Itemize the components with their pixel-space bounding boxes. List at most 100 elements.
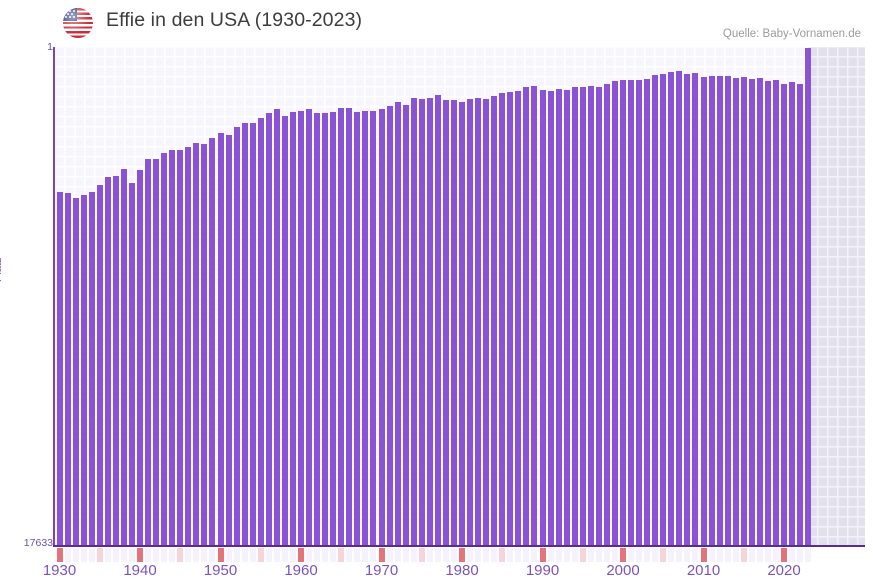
bar-1940[interactable] — [137, 170, 143, 545]
bar-1942[interactable] — [153, 159, 160, 545]
bar-1967[interactable] — [354, 111, 361, 545]
bar-2021[interactable] — [789, 82, 796, 545]
bar-1976[interactable] — [426, 98, 433, 545]
bar-1998[interactable] — [603, 83, 610, 545]
bar-1950[interactable] — [217, 132, 224, 545]
bar-2017[interactable] — [756, 78, 763, 545]
bar-1931[interactable] — [64, 193, 71, 545]
bar-2004[interactable] — [652, 75, 659, 545]
bar-1983[interactable] — [483, 98, 490, 545]
bar-1962[interactable] — [314, 112, 321, 545]
bar-1985[interactable] — [499, 92, 506, 545]
bar-1936[interactable] — [104, 176, 111, 545]
bar-1978[interactable] — [442, 100, 449, 545]
bar-1956[interactable] — [265, 112, 272, 545]
bar-1930[interactable] — [56, 191, 63, 545]
bar-1981[interactable] — [467, 98, 474, 545]
bar-2016[interactable] — [748, 78, 755, 545]
bar-1945[interactable] — [177, 149, 184, 545]
bar-1948[interactable] — [201, 143, 208, 545]
bar-1969[interactable] — [370, 110, 377, 545]
bar-1965[interactable] — [338, 108, 345, 545]
bar-1970[interactable] — [378, 109, 385, 545]
bar-1954[interactable] — [249, 123, 256, 545]
bar-1935[interactable] — [96, 184, 103, 545]
x-tick-cell-2020 — [781, 548, 787, 562]
bar-1996[interactable] — [587, 85, 594, 545]
bar-1995[interactable] — [579, 86, 586, 545]
bar-1977[interactable] — [434, 95, 441, 545]
bar-1941[interactable] — [145, 159, 152, 545]
bar-1994[interactable] — [571, 87, 578, 545]
bar-2023[interactable] — [805, 47, 812, 545]
bar-1951[interactable] — [225, 134, 232, 545]
bar-1991[interactable] — [547, 91, 554, 545]
bar-1934[interactable] — [88, 191, 95, 545]
bar-2012[interactable] — [716, 76, 723, 545]
bar-1984[interactable] — [491, 95, 498, 545]
bar-1961[interactable] — [306, 109, 313, 545]
bar-1988[interactable] — [523, 87, 530, 545]
bar-2007[interactable] — [676, 71, 683, 545]
bar-1946[interactable] — [185, 146, 192, 545]
bar-1939[interactable] — [128, 183, 135, 545]
bar-1955[interactable] — [257, 118, 264, 545]
bar-1952[interactable] — [233, 127, 240, 545]
bar-2009[interactable] — [692, 73, 699, 545]
bar-2002[interactable] — [636, 79, 643, 545]
bar-1947[interactable] — [193, 143, 200, 545]
bar-1937[interactable] — [112, 175, 119, 545]
bar-1957[interactable] — [273, 108, 280, 545]
bar-2005[interactable] — [660, 73, 667, 545]
x-tick-cell-1933 — [80, 548, 87, 562]
bar-1993[interactable] — [563, 90, 570, 545]
bar-2001[interactable] — [628, 80, 635, 545]
x-tick-cell-1956 — [265, 548, 272, 562]
bar-1989[interactable] — [531, 86, 538, 545]
bar-1980[interactable] — [459, 102, 465, 545]
bar-1949[interactable] — [209, 138, 216, 545]
bar-2019[interactable] — [772, 80, 779, 545]
bar-1990[interactable] — [539, 89, 546, 545]
bar-1986[interactable] — [507, 91, 514, 545]
x-axis-label-1940: 1940 — [123, 562, 157, 579]
bar-1979[interactable] — [450, 99, 457, 545]
bar-2015[interactable] — [740, 77, 747, 545]
bar-1968[interactable] — [362, 110, 369, 545]
bar-2003[interactable] — [644, 78, 651, 545]
bar-1932[interactable] — [72, 197, 79, 545]
bar-1953[interactable] — [241, 123, 248, 545]
x-tick-cell-1940 — [137, 548, 143, 562]
bar-1966[interactable] — [346, 108, 353, 545]
bar-2018[interactable] — [764, 80, 771, 545]
bar-1982[interactable] — [475, 97, 482, 545]
bar-2011[interactable] — [708, 75, 715, 545]
bar-1992[interactable] — [555, 89, 562, 545]
bar-1987[interactable] — [515, 91, 522, 545]
bar-2008[interactable] — [684, 73, 691, 545]
bar-2014[interactable] — [732, 78, 739, 545]
bar-1943[interactable] — [161, 153, 168, 545]
bar-1959[interactable] — [289, 112, 296, 545]
bar-2010[interactable] — [700, 77, 707, 545]
bar-2020[interactable] — [781, 83, 787, 545]
bar-1958[interactable] — [281, 115, 288, 545]
bar-2006[interactable] — [668, 72, 675, 545]
bar-1963[interactable] — [322, 112, 329, 545]
bar-1997[interactable] — [595, 86, 602, 545]
bar-2022[interactable] — [797, 84, 804, 545]
bar-2013[interactable] — [724, 76, 731, 545]
bar-1971[interactable] — [386, 106, 393, 545]
x-tick-cell-1966 — [346, 548, 353, 562]
bar-1972[interactable] — [394, 101, 401, 545]
bar-1938[interactable] — [120, 168, 127, 545]
bar-1999[interactable] — [611, 80, 618, 545]
bar-1960[interactable] — [298, 111, 304, 545]
bar-1974[interactable] — [410, 98, 417, 545]
bar-1944[interactable] — [169, 149, 176, 545]
bar-2000[interactable] — [620, 79, 626, 545]
bar-1933[interactable] — [80, 195, 87, 545]
bar-1964[interactable] — [330, 112, 337, 545]
bar-1975[interactable] — [418, 98, 425, 545]
bar-1973[interactable] — [402, 104, 409, 545]
